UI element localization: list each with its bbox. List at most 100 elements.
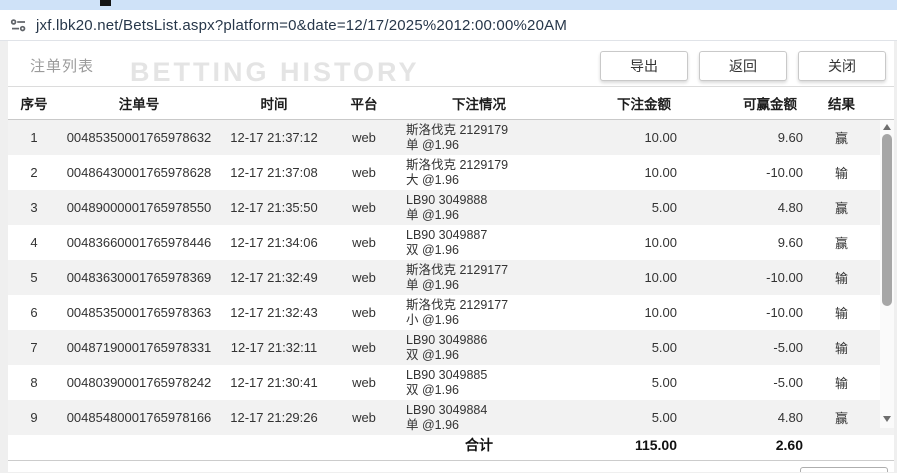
bet-amount: 10.00 bbox=[644, 165, 677, 180]
total-label: 合计 bbox=[465, 437, 493, 453]
bet-detail-line2: 单 @1.96 bbox=[406, 207, 459, 222]
bet-amount: 10.00 bbox=[644, 305, 677, 320]
bet-detail: 斯洛伐克 2129179 单 @1.96 bbox=[398, 123, 560, 153]
row-index: 7 bbox=[30, 340, 38, 355]
bet-amount: 5.00 bbox=[651, 375, 677, 390]
bet-amount: 10.00 bbox=[644, 130, 677, 145]
bet-winnable: 4.80 bbox=[777, 200, 803, 215]
col-header-result: 结果 bbox=[828, 97, 855, 112]
bet-platform: web bbox=[352, 270, 376, 285]
row-index: 3 bbox=[30, 200, 38, 215]
col-header-amount: 下注金额 bbox=[617, 97, 671, 112]
bet-platform: web bbox=[352, 235, 376, 250]
bet-time: 12-17 21:35:50 bbox=[230, 200, 318, 215]
bet-time: 12-17 21:30:41 bbox=[230, 375, 318, 390]
bet-platform: web bbox=[352, 305, 376, 320]
col-header-bet-id: 注单号 bbox=[118, 97, 160, 112]
bet-time: 12-17 21:29:26 bbox=[230, 410, 318, 425]
watermark-text: BETTING HISTORY bbox=[130, 57, 420, 87]
bet-detail-line2: 双 @1.96 bbox=[406, 382, 459, 397]
bet-platform: web bbox=[352, 130, 376, 145]
bet-detail-line2: 双 @1.96 bbox=[406, 347, 459, 362]
header-buttons: 导出 返回 关闭 bbox=[600, 51, 886, 81]
bet-winnable: -5.00 bbox=[773, 375, 803, 390]
table-row: 3 00489000001765978550 12-17 21:35:50 we… bbox=[8, 190, 894, 225]
browser-tab-strip bbox=[0, 0, 897, 10]
row-index: 9 bbox=[30, 410, 38, 425]
table-body: 1 00485350001765978632 12-17 21:37:12 we… bbox=[8, 120, 894, 435]
bet-detail-line1: 斯洛伐克 2129179 bbox=[406, 157, 509, 172]
bet-detail: LB90 3049886 双 @1.96 bbox=[398, 333, 560, 363]
bet-result: 输 bbox=[834, 306, 848, 321]
bet-detail-line1: 斯洛伐克 2129179 bbox=[406, 122, 509, 137]
bet-result: 输 bbox=[834, 376, 848, 391]
bet-id: 00485480001765978166 bbox=[66, 410, 212, 425]
bet-platform: web bbox=[352, 410, 376, 425]
bet-detail: 斯洛伐克 2129177 小 @1.96 bbox=[398, 298, 560, 328]
bets-list-panel: 注单列表 BETTING HISTORY 导出 返回 关闭 序号 注单号 时间 … bbox=[8, 41, 894, 472]
bet-amount: 5.00 bbox=[651, 410, 677, 425]
bet-detail: LB90 3049888 单 @1.96 bbox=[398, 193, 560, 223]
bet-detail: 斯洛伐克 2129177 单 @1.96 bbox=[398, 263, 560, 293]
bet-result: 赢 bbox=[834, 201, 848, 216]
close-button[interactable]: 关闭 bbox=[798, 51, 886, 81]
col-header-platform: 平台 bbox=[350, 97, 378, 112]
row-index: 4 bbox=[30, 235, 38, 250]
bet-winnable: -5.00 bbox=[773, 340, 803, 355]
total-amount: 115.00 bbox=[634, 437, 677, 453]
scrollbar-thumb[interactable] bbox=[882, 134, 892, 306]
back-button[interactable]: 返回 bbox=[699, 51, 787, 81]
bet-result: 输 bbox=[834, 341, 848, 356]
bet-result: 输 bbox=[834, 166, 848, 181]
rows-list: 1 00485350001765978632 12-17 21:37:12 we… bbox=[8, 120, 894, 435]
bet-id: 00486430001765978628 bbox=[66, 165, 212, 180]
bet-winnable: 9.60 bbox=[777, 130, 803, 145]
bet-detail-line1: LB90 3049888 bbox=[406, 192, 488, 207]
col-header-winnable: 可赢金额 bbox=[743, 97, 797, 112]
bet-detail-line1: LB90 3049884 bbox=[406, 402, 488, 417]
bet-detail-line2: 大 @1.96 bbox=[406, 172, 459, 187]
tab-remnant bbox=[100, 0, 111, 6]
bet-id: 00487190001765978331 bbox=[66, 340, 212, 355]
bet-detail: LB90 3049884 单 @1.96 bbox=[398, 403, 560, 433]
url-text[interactable]: jxf.lbk20.net/BetsList.aspx?platform=0&d… bbox=[36, 16, 568, 34]
bet-winnable: -10.00 bbox=[766, 165, 803, 180]
bet-time: 12-17 21:32:11 bbox=[230, 340, 318, 355]
bet-result: 赢 bbox=[834, 411, 848, 426]
row-index: 6 bbox=[30, 305, 38, 320]
scrollbar[interactable] bbox=[880, 120, 894, 428]
bet-platform: web bbox=[352, 340, 376, 355]
site-controls-icon[interactable] bbox=[9, 16, 27, 34]
table-row: 6 00485350001765978363 12-17 21:32:43 we… bbox=[8, 295, 894, 330]
bet-time: 12-17 21:37:12 bbox=[230, 130, 318, 145]
bet-result: 赢 bbox=[834, 131, 848, 146]
bet-winnable: 9.60 bbox=[777, 235, 803, 250]
col-header-time: 时间 bbox=[260, 97, 288, 112]
table-row: 5 00483630001765978369 12-17 21:32:49 we… bbox=[8, 260, 894, 295]
bet-id: 00485350001765978363 bbox=[66, 305, 212, 320]
address-bar[interactable]: jxf.lbk20.net/BetsList.aspx?platform=0&d… bbox=[0, 10, 897, 41]
bet-time: 12-17 21:32:49 bbox=[230, 270, 318, 285]
scrollbar-down-arrow-icon[interactable] bbox=[883, 416, 891, 422]
bet-detail-line2: 小 @1.96 bbox=[406, 312, 459, 327]
bet-detail: LB90 3049885 双 @1.96 bbox=[398, 368, 560, 398]
bet-winnable: -10.00 bbox=[766, 270, 803, 285]
page-background: 注单列表 BETTING HISTORY 导出 返回 关闭 序号 注单号 时间 … bbox=[0, 41, 897, 472]
page-title: 注单列表 bbox=[30, 58, 95, 75]
bet-detail-line1: 斯洛伐克 2129177 bbox=[406, 262, 509, 277]
table-header-row: 序号 注单号 时间 平台 下注情况 下注金额 可赢金额 结果 bbox=[8, 87, 894, 120]
bet-id: 00483660001765978446 bbox=[66, 235, 212, 250]
scrollbar-up-arrow-icon[interactable] bbox=[883, 124, 891, 130]
bet-time: 12-17 21:34:06 bbox=[230, 235, 318, 250]
table-row: 8 00480390001765978242 12-17 21:30:41 we… bbox=[8, 365, 894, 400]
bet-winnable: 4.80 bbox=[777, 410, 803, 425]
partial-button[interactable] bbox=[800, 467, 888, 472]
bet-platform: web bbox=[352, 200, 376, 215]
export-button[interactable]: 导出 bbox=[600, 51, 688, 81]
total-winnable: 2.60 bbox=[775, 437, 803, 453]
bet-id: 00485350001765978632 bbox=[66, 130, 212, 145]
bet-detail-line2: 单 @1.96 bbox=[406, 417, 459, 432]
bet-amount: 5.00 bbox=[651, 200, 677, 215]
bet-platform: web bbox=[352, 375, 376, 390]
bet-id: 00483630001765978369 bbox=[66, 270, 212, 285]
